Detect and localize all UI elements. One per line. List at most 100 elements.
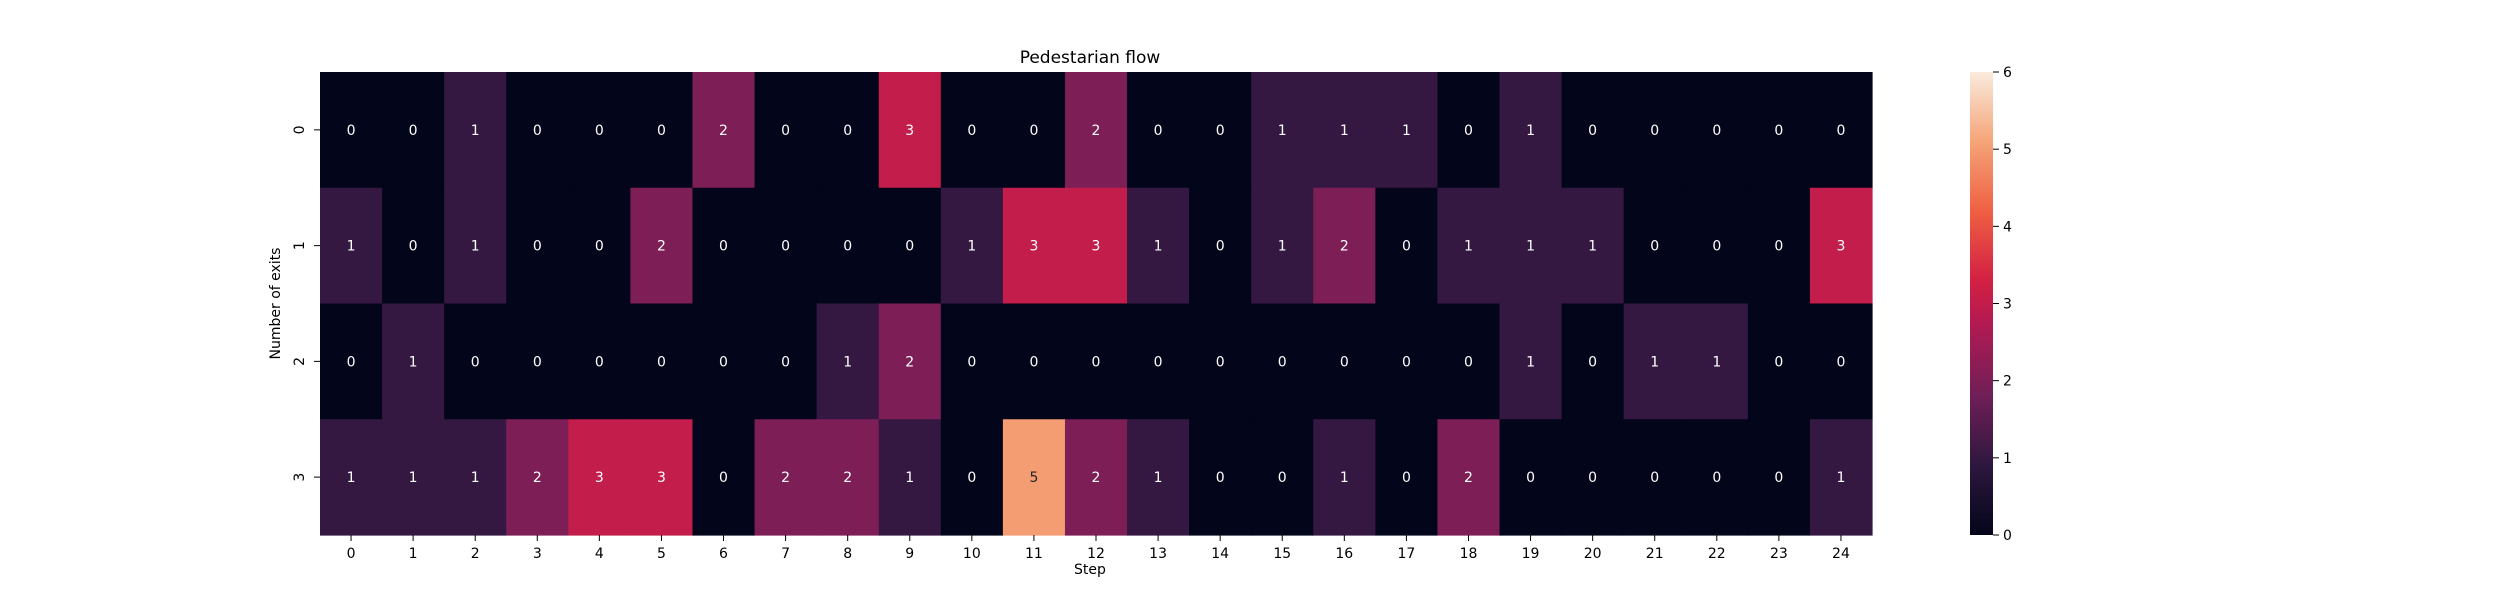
- heatmap-cell: [1064, 72, 1128, 189]
- colorbar-gradient: [1970, 72, 1993, 535]
- cell-value-label: 2: [719, 123, 728, 139]
- heatmap-cell: [444, 419, 507, 536]
- cell-value-label: 0: [719, 354, 728, 370]
- heatmap-cell: [1313, 303, 1376, 420]
- cell-value-label: 1: [905, 470, 914, 486]
- heatmap-cell: [1499, 187, 1563, 305]
- heatmap-cell: [1251, 419, 1314, 536]
- cell-value-label: 0: [1464, 123, 1473, 139]
- cell-value-label: 0: [843, 239, 852, 255]
- heatmap-cell: [1127, 419, 1190, 536]
- heatmap-cell: [816, 187, 880, 305]
- cell-value-label: 0: [1402, 239, 1411, 255]
- heatmap-cell: [1747, 72, 1811, 189]
- cell-value-label: 0: [1712, 239, 1721, 255]
- heatmap-cell: [1251, 72, 1314, 189]
- cell-value-label: 2: [1092, 123, 1101, 139]
- cell-value-label: 1: [1526, 239, 1535, 255]
- y-axis: 0 1 2 3: [292, 125, 320, 482]
- cell-value-label: 1: [471, 470, 480, 486]
- cell-value-label: 0: [1092, 354, 1101, 370]
- cell-value-label: 0: [1402, 354, 1411, 370]
- x-tick-label: 20: [1584, 546, 1602, 562]
- heatmap-cell: [940, 72, 1004, 189]
- cell-value-label: 0: [533, 123, 542, 139]
- heatmap-cell: [940, 187, 1004, 305]
- cell-value-label: 0: [1154, 354, 1163, 370]
- cell-value-label: 3: [595, 470, 604, 486]
- cell-value-label: 1: [409, 470, 418, 486]
- cell-value-label: 3: [1836, 239, 1845, 255]
- cell-value-label: 0: [1216, 239, 1225, 255]
- heatmap-cell: [878, 419, 942, 536]
- cell-value-label: 0: [1712, 470, 1721, 486]
- cell-value-label: 1: [1340, 470, 1349, 486]
- chart-title: Pedestarian flow: [1020, 48, 1161, 68]
- cell-value-label: 2: [1092, 470, 1101, 486]
- cell-value-label: 1: [1526, 123, 1535, 139]
- cell-value-label: 1: [347, 239, 356, 255]
- heatmap-cell: [754, 303, 818, 420]
- cell-value-label: 2: [781, 470, 790, 486]
- colorbar-tick-label: 2: [2003, 374, 2012, 390]
- heatmap-cell: [1251, 187, 1314, 305]
- x-tick-label: 3: [533, 546, 542, 562]
- heatmap-cell: [1499, 303, 1563, 420]
- heatmap-cell: [630, 303, 694, 420]
- heatmap-cell: [444, 303, 507, 420]
- heatmap-cell: [1685, 419, 1749, 536]
- cell-value-label: 2: [657, 239, 666, 255]
- cell-value-label: 2: [1340, 239, 1349, 255]
- cell-value-label: 3: [905, 123, 914, 139]
- cell-value-label: 1: [1154, 470, 1163, 486]
- heatmap-cell: [1251, 303, 1314, 420]
- heatmap-cell: [1499, 419, 1563, 536]
- heatmap-cell: [1437, 187, 1501, 305]
- cell-value-label: 1: [1712, 354, 1721, 370]
- heatmap-cell: [630, 187, 694, 305]
- x-tick-label: 19: [1522, 546, 1540, 562]
- cell-value-label: 0: [533, 354, 542, 370]
- y-tick-label: 0: [292, 125, 308, 134]
- x-tick-label: 0: [347, 546, 356, 562]
- cell-value-label: 0: [409, 239, 418, 255]
- heatmap-cell: [320, 303, 383, 420]
- heatmap-cell: [754, 187, 818, 305]
- heatmap-cell: [506, 419, 569, 536]
- heatmap-cell: [320, 72, 383, 189]
- heatmap-cell: [568, 72, 631, 189]
- heatmap-cell: [1623, 72, 1687, 189]
- cell-value-label: 0: [1278, 470, 1287, 486]
- heatmap-cell: [444, 187, 507, 305]
- heatmap-cell: [816, 72, 880, 189]
- heatmap-cell: [1437, 303, 1501, 420]
- heatmap-cell: [1189, 419, 1252, 536]
- colorbar-tick-label: 6: [2003, 65, 2012, 81]
- cell-value-label: 0: [347, 354, 356, 370]
- heatmap-cell: [1437, 419, 1501, 536]
- cell-value-label: 1: [347, 470, 356, 486]
- colorbar-tick-label: 4: [2003, 219, 2012, 235]
- heatmap-cell: [1127, 72, 1190, 189]
- cell-value-label: 0: [1774, 354, 1783, 370]
- cell-value-label: 0: [1029, 123, 1038, 139]
- x-tick-label: 6: [719, 546, 728, 562]
- heatmap-cell: [1002, 419, 1066, 536]
- x-tick-label: 8: [843, 546, 852, 562]
- x-axis-label: Step: [1074, 562, 1106, 578]
- heatmap-cell: [692, 187, 756, 305]
- colorbar-tick-label: 3: [2003, 297, 2012, 313]
- heatmap-cell: [1685, 187, 1749, 305]
- x-tick-label: 7: [781, 546, 790, 562]
- x-tick-label: 17: [1397, 546, 1415, 562]
- heatmap-cell: [630, 72, 694, 189]
- cell-value-label: 0: [1526, 470, 1535, 486]
- cell-value-label: 0: [595, 239, 604, 255]
- y-tick-label: 2: [292, 357, 308, 366]
- x-tick-label: 1: [409, 546, 418, 562]
- cell-value-label: 3: [1092, 239, 1101, 255]
- cell-value-label: 0: [1464, 354, 1473, 370]
- heatmap-cell: [1189, 187, 1252, 305]
- heatmap-cell: [568, 419, 631, 536]
